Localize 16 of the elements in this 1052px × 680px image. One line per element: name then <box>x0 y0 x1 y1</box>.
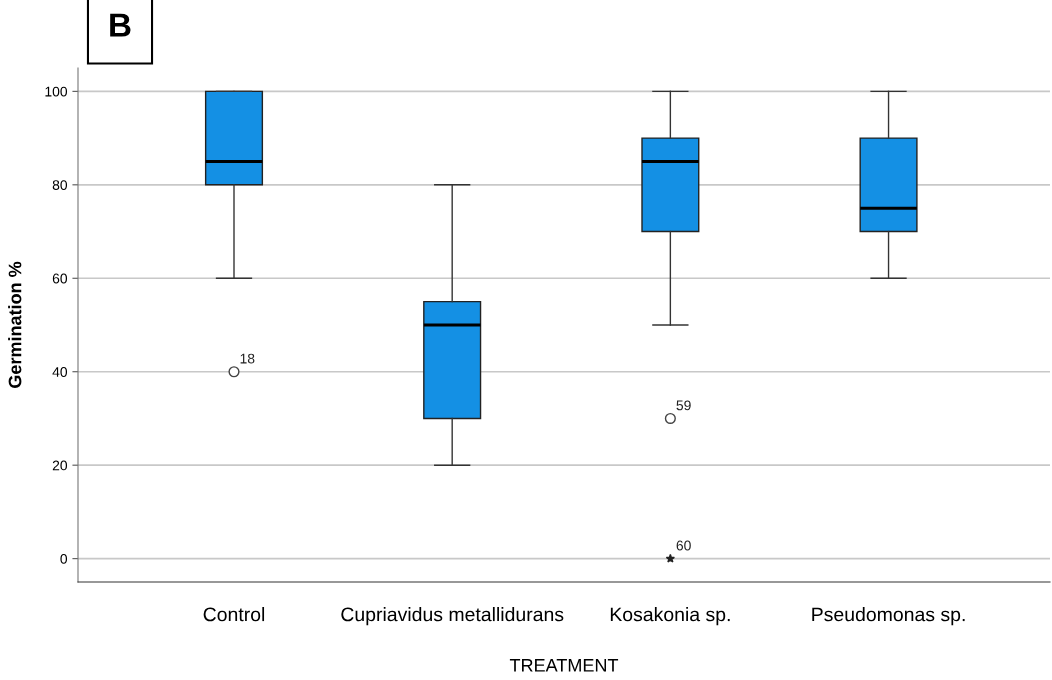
y-tick-label: 20 <box>52 460 68 471</box>
annotation: 59 <box>676 400 691 411</box>
y-tick-label: 80 <box>52 180 68 190</box>
x-axis-title: TREATMENT <box>509 659 619 672</box>
x-tick-label: Cupriavidus metallidurans <box>341 607 564 626</box>
x-tick-label: Kosakonia sp. <box>610 607 730 626</box>
annotation: 18 <box>240 353 255 364</box>
y-tick-label: 40 <box>52 367 68 377</box>
y-tick-label: 60 <box>52 273 68 284</box>
y-tick-label: 0 <box>60 553 68 564</box>
annotation: 60 <box>676 540 691 551</box>
x-tick-label: Pseudomonas sp. <box>812 607 965 626</box>
y-tick-label: 100 <box>45 86 68 97</box>
text: B <box>110 13 131 37</box>
y-axis-title: Germination % <box>8 261 22 388</box>
x-tick-label: Control <box>203 607 265 622</box>
